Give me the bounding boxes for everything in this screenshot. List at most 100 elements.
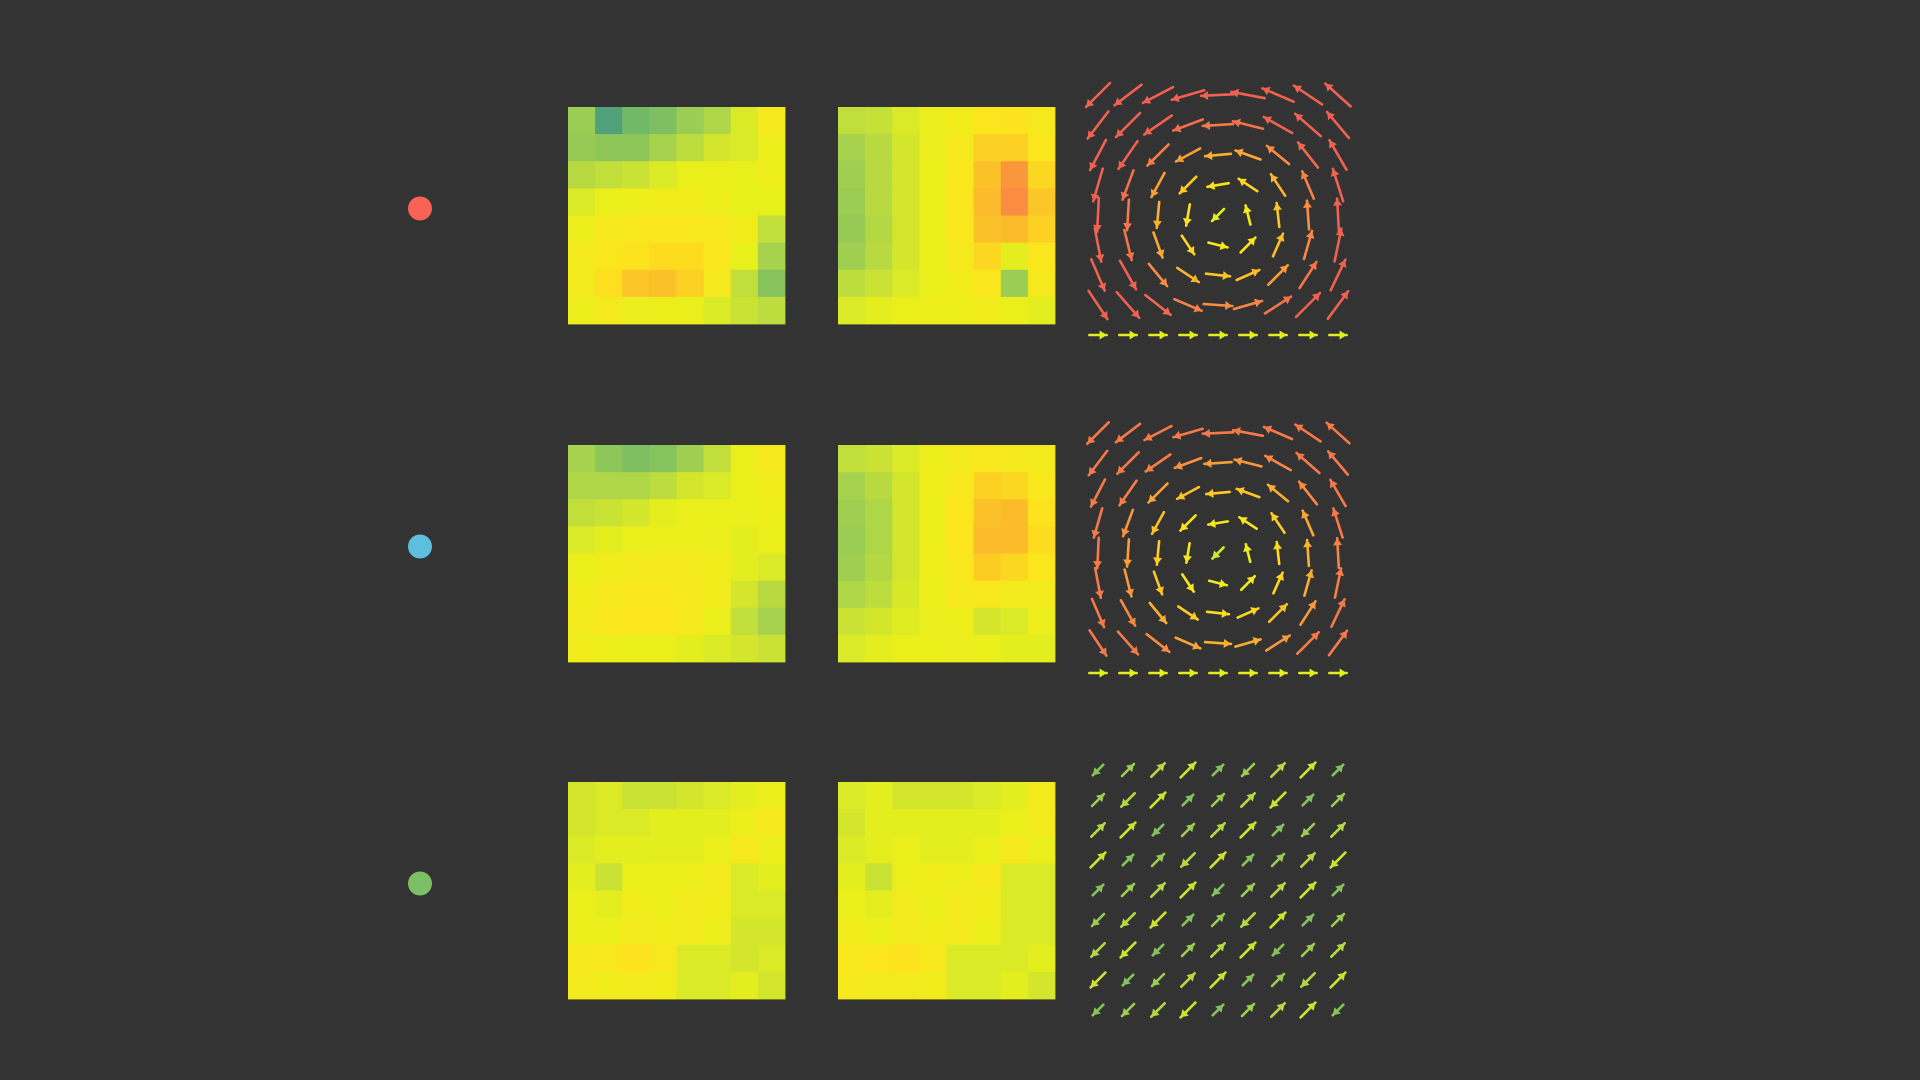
heatmap-cell [757, 188, 786, 216]
vector-arrow [1149, 791, 1167, 809]
heatmap-cell [622, 971, 650, 1000]
vector-arrow [1324, 82, 1352, 108]
heatmap-cell [838, 553, 866, 582]
vector-arrow [1203, 638, 1233, 648]
vector-arrow [1333, 536, 1343, 570]
vector-arrow [1178, 175, 1198, 195]
heatmap-cell [865, 134, 893, 162]
vector-arrow [1203, 458, 1233, 468]
heatmap-cell [757, 445, 786, 473]
heatmap-cell [622, 634, 650, 663]
vector-arrow [1239, 236, 1257, 254]
heatmap-cell [730, 526, 759, 554]
heatmap-cell [838, 917, 866, 946]
heatmap-cell [1027, 917, 1056, 946]
heatmap-cell [1027, 445, 1056, 473]
heatmap-cell [622, 134, 650, 162]
vector-arrow [1325, 421, 1351, 445]
vector-arrow [1120, 911, 1136, 929]
heatmap-cell [730, 580, 759, 609]
heatmap-cell [1027, 499, 1056, 527]
heatmap-cell [730, 917, 759, 946]
heatmap-cell [568, 634, 596, 663]
vector-arrow [1144, 293, 1172, 317]
vector-arrow [1331, 507, 1344, 539]
heatmap-cell [946, 161, 975, 189]
heatmap-cell [865, 809, 893, 837]
heatmap-cell [757, 499, 786, 527]
vector-arrow [1091, 763, 1105, 777]
heatmap-cell [649, 836, 677, 864]
heatmap-cell [919, 134, 947, 162]
heatmap-cell [919, 242, 947, 271]
heatmap-cell [1000, 836, 1029, 864]
heatmap-cell [919, 526, 947, 554]
heatmap-cell [946, 580, 975, 609]
vector-arrow [1240, 1002, 1256, 1018]
heatmap-cell [946, 134, 975, 162]
vector-arrow [1141, 85, 1175, 105]
vector-arrow [1118, 330, 1138, 340]
heatmap-cell [703, 134, 732, 162]
heatmap-cell [946, 188, 975, 216]
heatmap-cell [703, 890, 732, 919]
heatmap-cell [919, 161, 947, 189]
heatmap-cell [1027, 526, 1056, 554]
vector-arrow [1238, 515, 1258, 531]
heatmap-cell [568, 472, 596, 500]
vector-field-panel [1086, 420, 1351, 678]
vector-arrow [1240, 882, 1256, 898]
heatmap-cell [1000, 242, 1029, 271]
vector-arrow [1211, 1003, 1225, 1017]
heatmap-cell [595, 526, 623, 554]
vector-arrow [1090, 597, 1106, 629]
vector-arrow [1270, 881, 1286, 899]
vector-arrow [1123, 198, 1132, 232]
vector-arrow [1147, 482, 1169, 504]
vector-arrow [1234, 148, 1262, 161]
vector-arrow [1268, 330, 1288, 340]
heatmap-cell [703, 553, 732, 582]
vector-arrow [1150, 852, 1166, 868]
vector-arrow [1325, 110, 1351, 140]
vector-arrow [1120, 882, 1136, 898]
vector-arrow [1148, 330, 1168, 340]
heatmap-cell [838, 863, 866, 891]
vector-arrow [1181, 793, 1195, 807]
vector-arrow [1173, 297, 1203, 313]
vector-arrow [1300, 942, 1316, 958]
vector-arrow [1203, 151, 1233, 160]
heatmap-cell [1000, 782, 1029, 810]
vector-arrow [1153, 539, 1163, 567]
heatmap-cell [730, 499, 759, 527]
heatmap-cell [649, 161, 677, 189]
vector-arrow [1205, 488, 1231, 498]
vector-arrow [1180, 822, 1196, 838]
heatmap-cell [622, 863, 650, 891]
heatmap-cell [1000, 188, 1029, 216]
heatmap-cell [892, 890, 920, 919]
vector-arrow [1084, 81, 1112, 109]
vector-arrow [1093, 536, 1103, 570]
heatmap-cell [703, 161, 732, 189]
vector-arrow [1121, 853, 1135, 867]
heatmap-cell [838, 296, 866, 325]
heatmap-cell [730, 161, 759, 189]
heatmap-cell [649, 553, 677, 582]
heatmap-cell [568, 782, 596, 810]
heatmap-cell [865, 161, 893, 189]
heatmap-cell [622, 161, 650, 189]
heatmap-cell [730, 607, 759, 636]
heatmap-cell [1027, 890, 1056, 919]
vector-arrow [1271, 943, 1285, 957]
heatmap-cell [703, 526, 732, 554]
vector-arrow [1208, 330, 1228, 340]
vector-arrow [1299, 761, 1317, 779]
heatmap-cell [568, 215, 596, 244]
heatmap-cell [1000, 917, 1029, 946]
heatmap-cell [946, 242, 975, 271]
vector-arrow [1172, 427, 1204, 440]
vector-arrow [1239, 941, 1257, 959]
heatmap-cell [892, 580, 920, 609]
heatmap-cell [595, 944, 623, 973]
